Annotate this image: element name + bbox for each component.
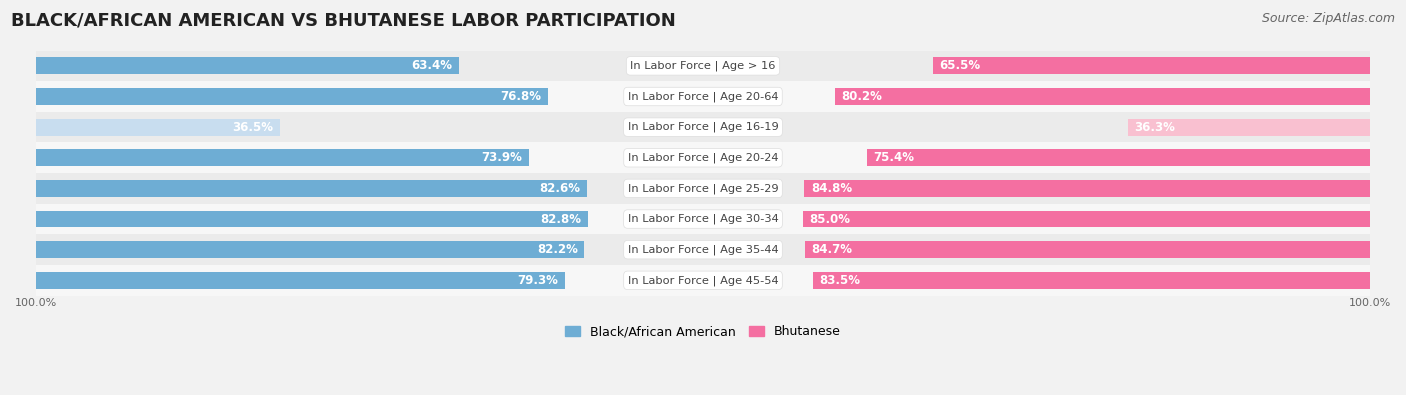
Text: In Labor Force | Age 20-24: In Labor Force | Age 20-24	[627, 152, 779, 163]
Bar	[37, 119, 280, 135]
Bar	[803, 211, 1369, 228]
Bar	[37, 241, 585, 258]
Text: 82.6%: 82.6%	[540, 182, 581, 195]
Text: Source: ZipAtlas.com: Source: ZipAtlas.com	[1261, 12, 1395, 25]
Legend: Black/African American, Bhutanese: Black/African American, Bhutanese	[561, 320, 845, 343]
Text: 85.0%: 85.0%	[810, 213, 851, 226]
Text: 36.5%: 36.5%	[232, 120, 273, 134]
Text: In Labor Force | Age 45-54: In Labor Force | Age 45-54	[627, 275, 779, 286]
Bar	[37, 149, 529, 166]
Text: In Labor Force | Age 20-64: In Labor Force | Age 20-64	[627, 91, 779, 102]
Bar	[37, 81, 1369, 112]
Bar	[804, 180, 1369, 197]
Bar	[37, 57, 458, 74]
Bar	[37, 265, 1369, 295]
Text: 36.3%: 36.3%	[1135, 120, 1175, 134]
Text: 82.8%: 82.8%	[541, 213, 582, 226]
Bar	[37, 211, 588, 228]
Bar	[37, 272, 565, 289]
Text: 84.8%: 84.8%	[811, 182, 852, 195]
Text: 80.2%: 80.2%	[842, 90, 883, 103]
Bar	[806, 241, 1369, 258]
Bar	[813, 272, 1369, 289]
Text: 63.4%: 63.4%	[412, 59, 453, 72]
Bar	[37, 234, 1369, 265]
Bar	[37, 180, 586, 197]
Text: 75.4%: 75.4%	[873, 151, 915, 164]
Bar	[835, 88, 1369, 105]
Bar	[37, 112, 1369, 143]
Text: 76.8%: 76.8%	[501, 90, 541, 103]
Text: 65.5%: 65.5%	[939, 59, 981, 72]
Bar	[868, 149, 1369, 166]
Bar	[37, 51, 1369, 81]
Bar	[1128, 119, 1369, 135]
Bar	[37, 143, 1369, 173]
Text: In Labor Force | Age 35-44: In Labor Force | Age 35-44	[627, 245, 779, 255]
Bar	[37, 173, 1369, 204]
Text: 83.5%: 83.5%	[820, 274, 860, 287]
Text: 84.7%: 84.7%	[811, 243, 852, 256]
Bar	[934, 57, 1369, 74]
Text: In Labor Force | Age > 16: In Labor Force | Age > 16	[630, 60, 776, 71]
Text: In Labor Force | Age 16-19: In Labor Force | Age 16-19	[627, 122, 779, 132]
Text: BLACK/AFRICAN AMERICAN VS BHUTANESE LABOR PARTICIPATION: BLACK/AFRICAN AMERICAN VS BHUTANESE LABO…	[11, 12, 676, 30]
Text: In Labor Force | Age 25-29: In Labor Force | Age 25-29	[627, 183, 779, 194]
Bar	[37, 88, 548, 105]
Text: 82.2%: 82.2%	[537, 243, 578, 256]
Text: In Labor Force | Age 30-34: In Labor Force | Age 30-34	[627, 214, 779, 224]
Text: 79.3%: 79.3%	[517, 274, 558, 287]
Text: 73.9%: 73.9%	[481, 151, 522, 164]
Bar	[37, 204, 1369, 234]
